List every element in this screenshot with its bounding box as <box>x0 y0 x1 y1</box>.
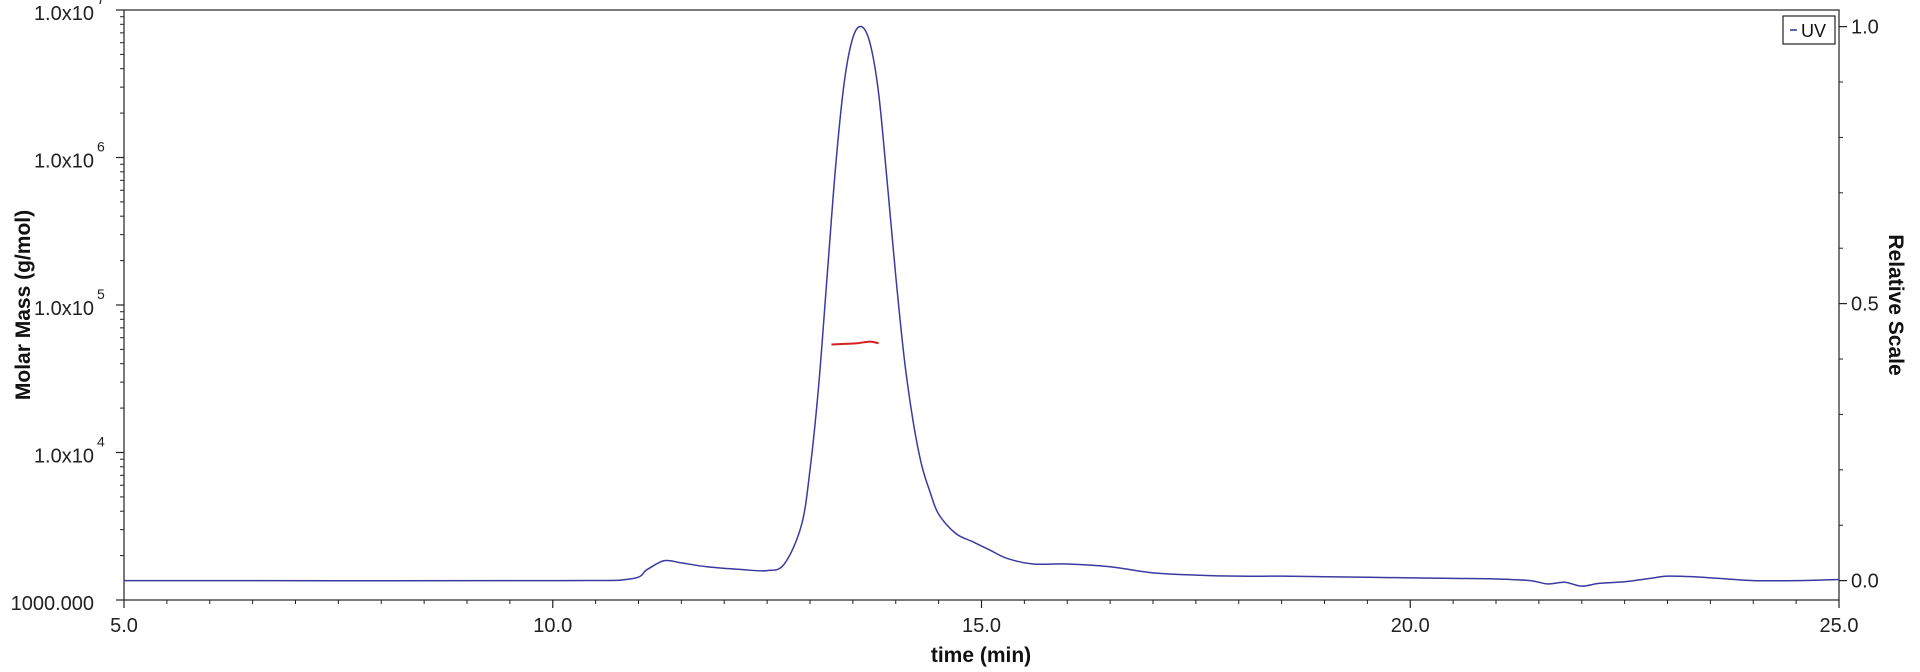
right-y-tick-label: 0.5 <box>1851 294 1879 316</box>
right-y-axis-title: Relative Scale <box>1884 234 1907 375</box>
right-y-tick-label: 1.0 <box>1851 17 1879 39</box>
x-tick-label: 25.0 <box>1820 615 1859 637</box>
left-y-tick-label: 1.0x10 <box>34 298 94 320</box>
legend-entry-uv: UV <box>1801 21 1826 41</box>
left-y-tick-label: 1000.000 <box>11 593 94 615</box>
left-y-tick-label: 1.0x10 <box>34 446 94 468</box>
x-minor-ticks <box>166 600 1797 604</box>
left-y-axis-title: Molar Mass (g/mol) <box>12 210 35 400</box>
series-line-uv <box>123 25 1840 587</box>
x-tick-label: 20.0 <box>1391 615 1430 637</box>
plot-area <box>123 9 1840 601</box>
x-axis: 5.0 10.0 15.0 20.0 25.0 <box>110 600 1858 637</box>
x-tick-label: 5.0 <box>110 615 138 637</box>
left-y-tick-label: 1.0x10 <box>34 3 94 25</box>
legend: UV <box>1782 15 1836 45</box>
left-y-tick-exponent: 6 <box>97 139 105 155</box>
x-axis-title: time (min) <box>931 644 1031 667</box>
left-y-tick-label: 1.0x10 <box>34 151 94 173</box>
left-y-tick-exponent: 7 <box>97 0 105 7</box>
right-y-axis: 0.0 0.5 1.0 <box>1839 17 1879 593</box>
series-layer <box>123 25 1840 587</box>
left-y-tick-exponent: 5 <box>97 286 105 302</box>
right-y-tick-label: 0.0 <box>1851 571 1879 593</box>
left-y-tick-exponent: 4 <box>97 434 105 450</box>
series-line-molar-mass <box>831 340 879 346</box>
x-tick-label: 10.0 <box>533 615 572 637</box>
x-tick-label: 15.0 <box>962 615 1001 637</box>
